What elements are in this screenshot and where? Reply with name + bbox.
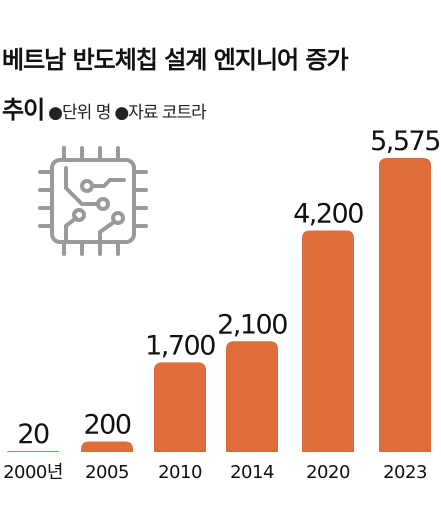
bar: [7, 450, 59, 452]
chart-title-line: 추이 ●단위 명 ●자료 코트라: [2, 90, 207, 125]
note: ●자료 코트라: [114, 103, 206, 123]
bar: [154, 362, 206, 452]
value-label: 2,100: [217, 309, 287, 340]
x-tick-label: 2014: [230, 462, 274, 483]
chip-icon: [38, 146, 148, 256]
value-label: 200: [83, 409, 130, 440]
chart-title: 추이: [2, 96, 45, 124]
x-tick-label: 2000년: [3, 462, 63, 483]
x-tick-label: 2005: [85, 462, 129, 483]
bar: [81, 441, 133, 452]
note: ●단위 명: [48, 103, 111, 123]
value-label: 5,575: [370, 126, 440, 157]
value-label: 20: [17, 419, 49, 450]
x-tick-label: 2023: [383, 462, 427, 483]
x-tick-label: 2010: [158, 462, 202, 483]
value-label: 1,700: [145, 330, 215, 361]
bar: [379, 158, 431, 452]
x-tick-label: 2020: [306, 462, 350, 483]
bar: [302, 230, 354, 452]
chart-title: 베트남 반도체칩 설계 엔지니어 증가: [2, 46, 349, 74]
value-label: 4,200: [293, 199, 363, 230]
bar: [226, 341, 278, 452]
